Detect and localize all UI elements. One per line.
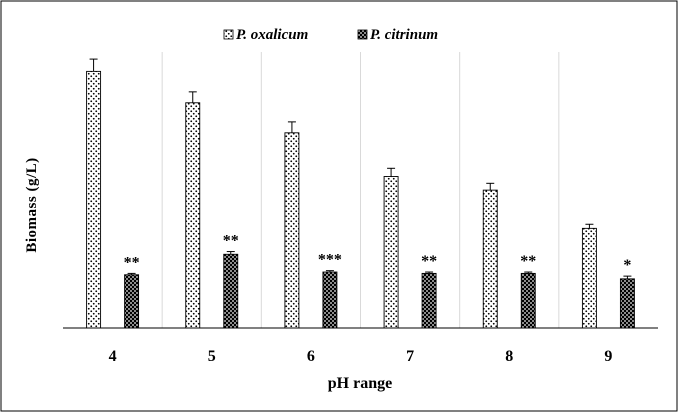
bars	[86, 70, 635, 329]
bar-dotted	[284, 132, 300, 329]
bar-checkered	[619, 278, 635, 329]
x-tick-label: 5	[208, 348, 216, 365]
significance-marker: **	[223, 233, 239, 250]
significance-marker: ***	[318, 252, 342, 269]
x-tick-label: 9	[604, 348, 612, 365]
legend-swatch-p-citrinum	[357, 29, 368, 40]
bar-checkered	[124, 274, 140, 329]
y-axis-label: Biomass (g/L)	[24, 157, 40, 252]
significance-marker: **	[124, 254, 140, 271]
category-separators	[161, 52, 560, 328]
x-tick-label: 8	[505, 348, 513, 365]
significance-annotations: ******* ** ** *	[124, 233, 632, 275]
legend-swatch-p-oxalicum	[223, 29, 234, 40]
x-tick-label: 7	[406, 348, 414, 365]
bar-checkered	[421, 272, 437, 329]
x-tick-label: 6	[307, 348, 315, 365]
legend-label-p-citrinum: P. citrinum	[370, 27, 438, 43]
error-bars	[89, 58, 632, 279]
x-axis-label: pH range	[328, 375, 392, 392]
bar-checkered	[223, 253, 239, 329]
x-tick-label: 4	[109, 348, 117, 365]
legend: P. oxalicum P. citrinum	[223, 27, 438, 43]
significance-marker: **	[421, 253, 437, 270]
significance-marker: **	[520, 253, 536, 270]
significance-marker: *	[623, 257, 631, 274]
bar-checkered	[322, 271, 338, 329]
bar-dotted	[581, 227, 597, 329]
bar-checkered	[520, 272, 536, 329]
x-tick-labels: 4 5 6 7 8 9	[109, 348, 613, 365]
legend-label-p-oxalicum: P. oxalicum	[236, 27, 308, 43]
bar-dotted	[383, 176, 399, 329]
bar-dotted	[86, 70, 102, 329]
bar-dotted	[482, 189, 498, 329]
bar-dotted	[185, 102, 201, 329]
